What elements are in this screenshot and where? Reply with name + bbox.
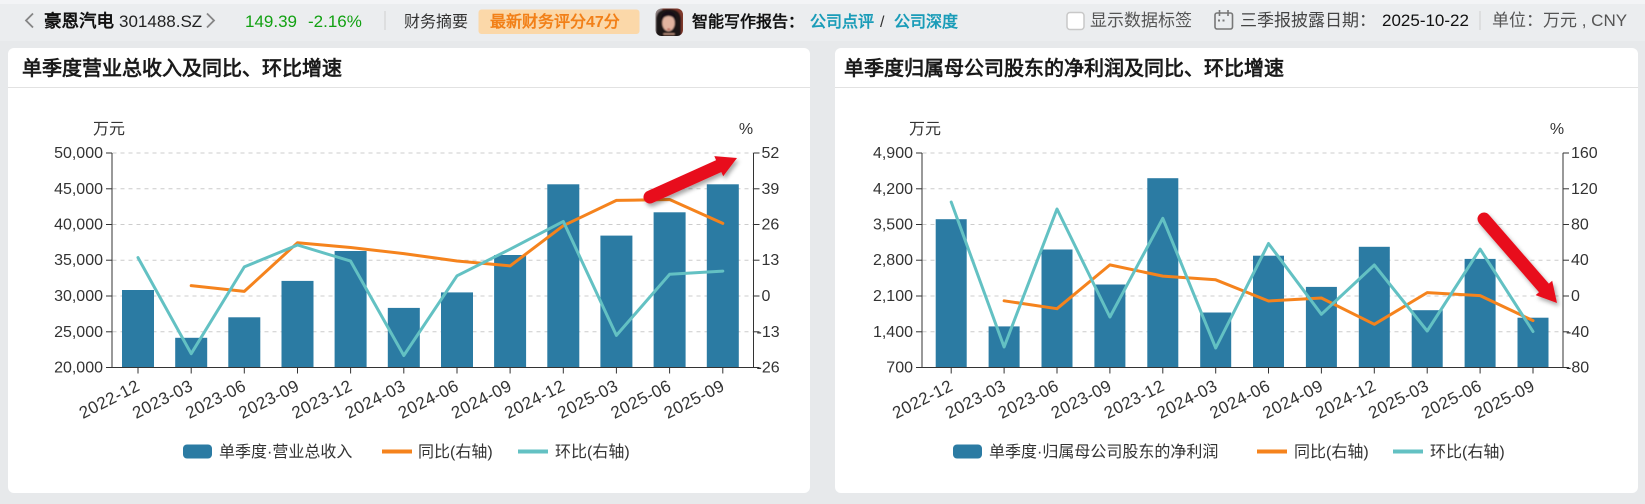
svg-text:120: 120 (1571, 181, 1598, 198)
svg-text:/: / (880, 14, 885, 31)
svg-text:-40: -40 (1566, 324, 1589, 341)
svg-text:2024-06: 2024-06 (395, 376, 462, 423)
svg-text:2025-06: 2025-06 (1418, 376, 1485, 423)
svg-text:50,000: 50,000 (54, 145, 103, 162)
svg-text:4,200: 4,200 (873, 181, 913, 198)
svg-text:25,000: 25,000 (54, 324, 103, 341)
svg-text:40,000: 40,000 (54, 217, 103, 234)
svg-text:%: % (739, 121, 753, 138)
svg-text:公司点评: 公司点评 (810, 12, 874, 31)
svg-text:智能写作报告：: 智能写作报告： (692, 12, 804, 31)
svg-text:环比(右轴): 环比(右轴) (555, 443, 630, 461)
svg-text:单季度·归属母公司股东的净利润: 单季度·归属母公司股东的净利润 (989, 443, 1218, 461)
svg-text:-13: -13 (757, 324, 780, 341)
svg-text:单季度·营业总收入: 单季度·营业总收入 (219, 443, 352, 461)
svg-text:2,800: 2,800 (873, 252, 913, 269)
svg-text:2025-09: 2025-09 (661, 376, 728, 423)
svg-text:同比(右轴): 同比(右轴) (1294, 443, 1369, 461)
svg-text:同比(右轴): 同比(右轴) (418, 443, 493, 461)
svg-text:环比(右轴): 环比(右轴) (1430, 443, 1505, 461)
svg-text:2024-09: 2024-09 (1259, 376, 1326, 423)
svg-text:13: 13 (762, 252, 780, 269)
svg-text:1,400: 1,400 (873, 324, 913, 341)
svg-text:2025-03: 2025-03 (1365, 376, 1432, 423)
svg-text:30,000: 30,000 (54, 288, 103, 305)
svg-text:40: 40 (1571, 252, 1589, 269)
svg-text:80: 80 (1571, 217, 1589, 234)
svg-text:2023-12: 2023-12 (289, 376, 356, 423)
svg-text:%: % (1550, 121, 1564, 138)
svg-text:2023-12: 2023-12 (1101, 376, 1168, 423)
svg-text:三季报披露日期：: 三季报披露日期： (1240, 11, 1376, 30)
svg-text:-80: -80 (1566, 360, 1589, 377)
svg-text:2022-12: 2022-12 (889, 376, 956, 423)
svg-text:45,000: 45,000 (54, 181, 103, 198)
svg-text:2023-06: 2023-06 (182, 376, 249, 423)
svg-text:-2.16%: -2.16% (308, 12, 362, 31)
svg-text:2025-10-22: 2025-10-22 (1382, 11, 1469, 30)
svg-text:2,100: 2,100 (873, 288, 913, 305)
svg-text:万元: 万元 (93, 121, 125, 138)
svg-text:2024-09: 2024-09 (448, 376, 515, 423)
svg-text:2025-06: 2025-06 (608, 376, 675, 423)
svg-text:最新财务评分47分: 最新财务评分47分 (490, 12, 620, 31)
svg-text:3,500: 3,500 (873, 217, 913, 234)
svg-text:2022-12: 2022-12 (76, 376, 143, 423)
svg-text:0: 0 (1571, 288, 1580, 305)
svg-text:2024-12: 2024-12 (1312, 376, 1379, 423)
svg-text:2025-09: 2025-09 (1471, 376, 1538, 423)
svg-text:2023-03: 2023-03 (942, 376, 1009, 423)
svg-text:35,000: 35,000 (54, 252, 103, 269)
svg-text:2024-03: 2024-03 (342, 376, 409, 423)
svg-text:财务摘要: 财务摘要 (404, 13, 468, 31)
svg-text:公司深度: 公司深度 (894, 12, 959, 31)
svg-text:2023-09: 2023-09 (1048, 376, 1115, 423)
svg-text:豪恩汽电: 豪恩汽电 (44, 11, 114, 31)
svg-text:2024-12: 2024-12 (501, 376, 568, 423)
svg-text:39: 39 (762, 181, 780, 198)
svg-text:2023-06: 2023-06 (995, 376, 1062, 423)
svg-text:单季度营业总收入及同比、环比增速: 单季度营业总收入及同比、环比增速 (22, 56, 342, 80)
svg-text:万元: 万元 (909, 121, 941, 138)
svg-text:149.39: 149.39 (245, 12, 297, 31)
svg-text:2023-03: 2023-03 (129, 376, 196, 423)
svg-text:显示数据标签: 显示数据标签 (1090, 11, 1192, 30)
svg-text:4,900: 4,900 (873, 145, 913, 162)
svg-text:26: 26 (762, 217, 780, 234)
svg-text:单位：万元 , CNY: 单位：万元 , CNY (1492, 11, 1627, 30)
svg-text:2024-03: 2024-03 (1154, 376, 1221, 423)
svg-text:2025-03: 2025-03 (554, 376, 621, 423)
svg-text:2023-09: 2023-09 (236, 376, 303, 423)
svg-text:52: 52 (762, 145, 780, 162)
svg-text:2024-06: 2024-06 (1207, 376, 1274, 423)
svg-text:单季度归属母公司股东的净利润及同比、环比增速: 单季度归属母公司股东的净利润及同比、环比增速 (844, 56, 1284, 80)
svg-text:301488.SZ: 301488.SZ (119, 12, 202, 31)
svg-text:0: 0 (762, 288, 771, 305)
svg-text:20,000: 20,000 (54, 360, 103, 377)
svg-text:160: 160 (1571, 145, 1598, 162)
svg-text:-26: -26 (757, 360, 780, 377)
svg-text:700: 700 (886, 360, 913, 377)
